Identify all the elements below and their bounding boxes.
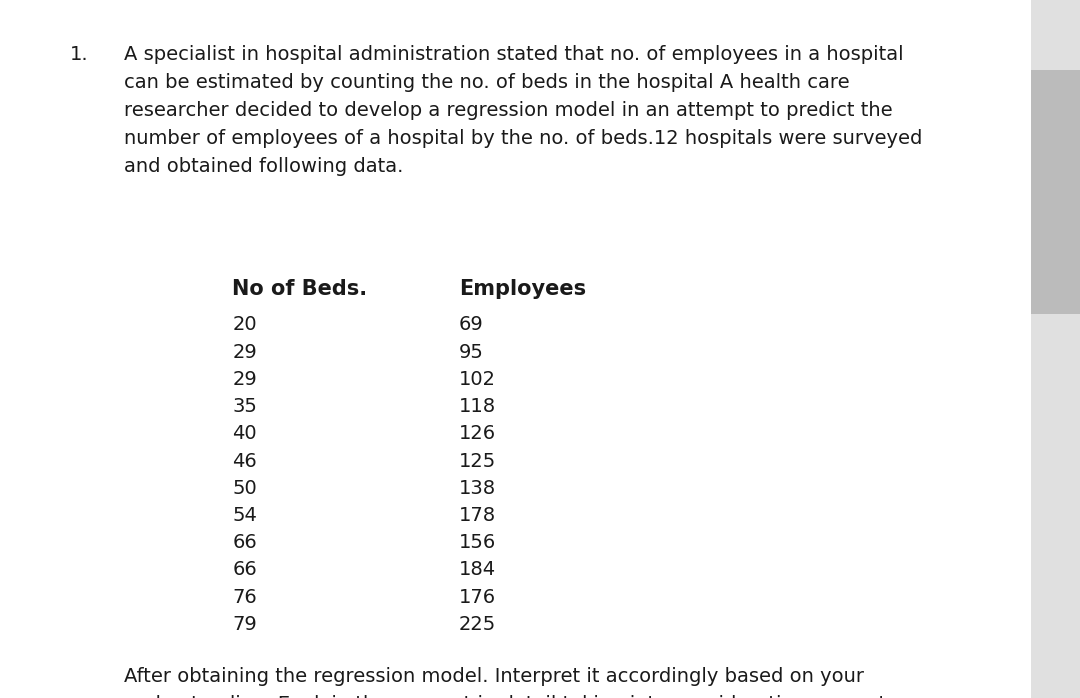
Text: A specialist in hospital administration stated that no. of employees in a hospit: A specialist in hospital administration … — [124, 45, 922, 177]
Text: 184: 184 — [459, 560, 496, 579]
Text: No of Beds.: No of Beds. — [232, 279, 367, 299]
Text: 1.: 1. — [70, 45, 89, 64]
Text: 66: 66 — [232, 533, 257, 552]
Text: 29: 29 — [232, 370, 257, 389]
Text: 46: 46 — [232, 452, 257, 470]
Text: 126: 126 — [459, 424, 496, 443]
Text: 35: 35 — [232, 397, 257, 416]
Text: 178: 178 — [459, 506, 496, 525]
Text: Employees: Employees — [459, 279, 586, 299]
Text: 40: 40 — [232, 424, 257, 443]
Text: 102: 102 — [459, 370, 496, 389]
Text: 156: 156 — [459, 533, 496, 552]
Text: 225: 225 — [459, 615, 496, 634]
Text: 50: 50 — [232, 479, 257, 498]
Text: 79: 79 — [232, 615, 257, 634]
Text: After obtaining the regression model. Interpret it accordingly based on your
und: After obtaining the regression model. In… — [124, 667, 887, 698]
Text: 69: 69 — [459, 315, 484, 334]
Text: 54: 54 — [232, 506, 257, 525]
Text: 176: 176 — [459, 588, 496, 607]
Text: 95: 95 — [459, 343, 484, 362]
Text: 29: 29 — [232, 343, 257, 362]
Text: 118: 118 — [459, 397, 496, 416]
Text: 125: 125 — [459, 452, 496, 470]
Text: 66: 66 — [232, 560, 257, 579]
Text: 76: 76 — [232, 588, 257, 607]
Text: 138: 138 — [459, 479, 496, 498]
Text: 20: 20 — [232, 315, 257, 334]
